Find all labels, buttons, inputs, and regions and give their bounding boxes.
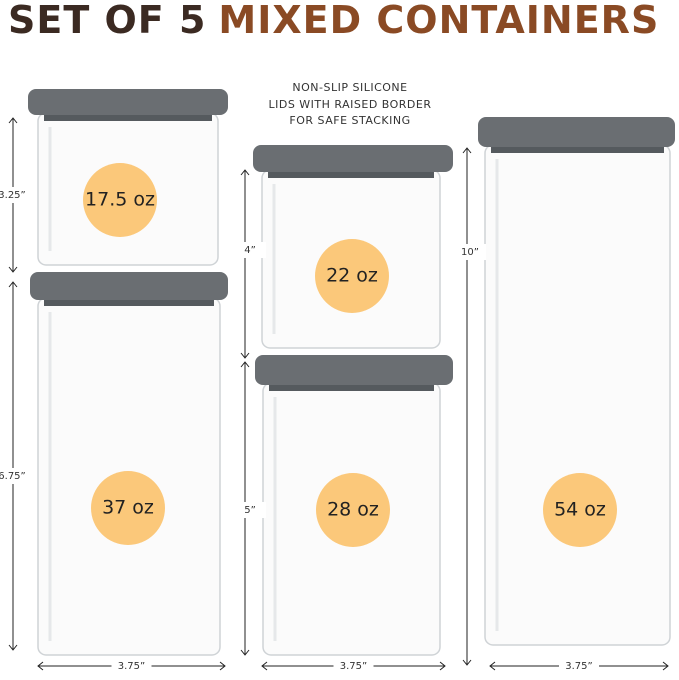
height-arrow xyxy=(462,147,472,666)
capacity-badge xyxy=(91,471,165,545)
height-arrow xyxy=(8,281,18,651)
jar-rim xyxy=(269,383,434,391)
height-label-bg xyxy=(236,242,266,258)
height-label-bg xyxy=(456,244,486,260)
lid xyxy=(30,272,228,300)
callout-line: LIDS WITH RAISED BORDER xyxy=(268,98,431,111)
capacity-badge xyxy=(316,473,390,547)
height-label-bg xyxy=(236,502,266,518)
capacity-label: 17.5 oz xyxy=(85,189,155,211)
width-label-bg xyxy=(333,658,374,674)
jar-rim xyxy=(268,170,434,178)
height-arrow xyxy=(240,169,250,359)
width-label-bg xyxy=(559,658,599,674)
jar-rim xyxy=(44,113,212,121)
title: SET OF 5 MIXED CONTAINERS xyxy=(8,0,659,42)
callout-line: FOR SAFE STACKING xyxy=(289,114,410,127)
callout-line: NON-SLIP SILICONE xyxy=(292,81,407,94)
height-label: 4” xyxy=(244,245,256,256)
height-label-bg xyxy=(0,468,28,484)
capacity-label: 22 oz xyxy=(326,265,378,287)
capacity-label: 37 oz xyxy=(102,497,154,519)
title-part2: MIXED CONTAINERS xyxy=(218,0,659,42)
lid xyxy=(28,89,228,115)
width-label-bg xyxy=(111,658,152,674)
height-label: 5” xyxy=(244,505,256,516)
height-label-bg xyxy=(0,187,28,203)
height-label: 10” xyxy=(461,247,479,258)
glass-body xyxy=(484,144,671,646)
jar-rim xyxy=(491,145,664,153)
jar-rim xyxy=(44,298,214,306)
width-label: 3.75” xyxy=(565,661,592,672)
containers: 17.5 oz 3.25” 37 oz 6.75” 3.75” 22 oz 4” 28 oz 5… xyxy=(0,89,675,674)
capacity-badge xyxy=(83,163,157,237)
lid xyxy=(255,355,453,385)
capacity-label: 28 oz xyxy=(327,499,379,521)
capacity-badge xyxy=(543,473,617,547)
height-label: 6.75” xyxy=(0,471,26,482)
title-part1: SET OF 5 xyxy=(8,0,206,42)
capacity-label: 54 oz xyxy=(554,499,606,521)
lid xyxy=(478,117,675,147)
capacity-badge xyxy=(315,239,389,313)
height-label: 3.25” xyxy=(0,190,26,201)
width-label: 3.75” xyxy=(340,661,367,672)
width-label: 3.75” xyxy=(118,661,145,672)
lid xyxy=(253,145,453,172)
